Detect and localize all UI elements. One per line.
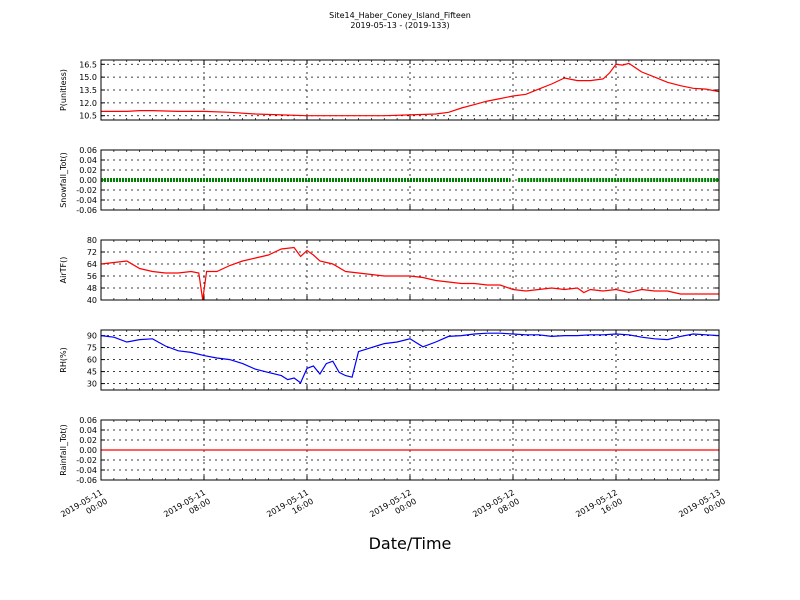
y-tick-label: 0.04: [79, 156, 97, 165]
y-tick-label: 90: [87, 332, 97, 341]
y-tick-label: -0.06: [76, 476, 97, 485]
y-tick-label: 0.02: [79, 436, 97, 445]
x-tick-label: 2019-05-1100:00: [59, 488, 109, 528]
x-tick-label: 2019-05-1200:00: [368, 488, 418, 528]
y-tick-label: 12.0: [79, 99, 97, 108]
y-tick-label: 72: [87, 248, 97, 257]
y-tick-label: 45: [87, 368, 97, 377]
y-axis-label: P(unitless): [59, 69, 68, 111]
y-tick-label: -0.04: [76, 466, 97, 475]
y-axis-label: Rainfall_Tot(): [59, 424, 68, 476]
y-tick-label: -0.06: [76, 206, 97, 215]
y-tick-label: 0.00: [79, 446, 97, 455]
y-tick-label: 15.0: [79, 73, 97, 82]
chart-title: Site14_Haber_Coney_Island_Fifteen: [329, 11, 471, 20]
y-tick-label: 48: [87, 284, 97, 293]
x-tick-label: 2019-05-1116:00: [265, 488, 315, 528]
y-tick-label: -0.04: [76, 196, 97, 205]
panel-1: 10.5 12.0 13.5 15.0 16.5 P(unitless): [59, 59, 720, 121]
y-tick-label: 0.04: [79, 426, 97, 435]
panel-4: 30 45 60 75 90 RH(%): [59, 329, 720, 391]
y-axis-label: AirTF(): [59, 257, 68, 284]
y-tick-label: 75: [87, 344, 97, 353]
y-tick-label: 13.5: [79, 86, 97, 95]
y-tick-label: 0.06: [79, 146, 97, 155]
x-tick-label: 2019-05-1216:00: [574, 488, 624, 528]
plot-frame: [100, 329, 720, 391]
y-tick-label: 80: [87, 236, 97, 245]
y-tick-label: 30: [87, 380, 97, 389]
y-tick-label: 0.00: [79, 176, 97, 185]
y-tick-label: -0.02: [76, 456, 97, 465]
y-tick-label: 64: [87, 260, 97, 269]
y-axis-label: Snowfall_Tot(): [59, 152, 68, 208]
y-tick-label: 16.5: [79, 60, 97, 69]
y-tick-label: 0.06: [79, 416, 97, 425]
plot-frame: [100, 59, 720, 121]
panel-2: -0.06-0.04-0.020.000.020.040.06 Snowfall_…: [59, 146, 720, 215]
y-tick-label: 10.5: [79, 112, 97, 121]
chart-subtitle: 2019-05-13 - (2019-133): [350, 21, 450, 30]
x-axis-label: Date/Time: [368, 534, 452, 553]
y-tick-label: 40: [87, 296, 97, 305]
panel-5: -0.06-0.04-0.020.000.020.040.06 Rainfall_…: [59, 416, 720, 485]
x-tick-label: 2019-05-1300:00: [677, 488, 727, 528]
series-line: [100, 332, 720, 384]
plot-frame: [100, 149, 720, 211]
x-tick-label: 2019-05-1108:00: [162, 488, 212, 528]
plot-frame: [100, 239, 720, 301]
panel-3: 40 48 56 64 72 80 AirTF(): [59, 236, 720, 305]
series-line: [101, 62, 720, 117]
x-tick-label: 2019-05-1208:00: [471, 488, 521, 528]
series-line: [100, 246, 719, 301]
y-tick-label: 56: [87, 272, 97, 281]
y-tick-label: -0.02: [76, 186, 97, 195]
plot-frame: [100, 419, 720, 481]
y-tick-label: 60: [87, 356, 97, 365]
y-tick-label: 0.02: [79, 166, 97, 175]
y-axis-label: RH(%): [59, 347, 68, 372]
